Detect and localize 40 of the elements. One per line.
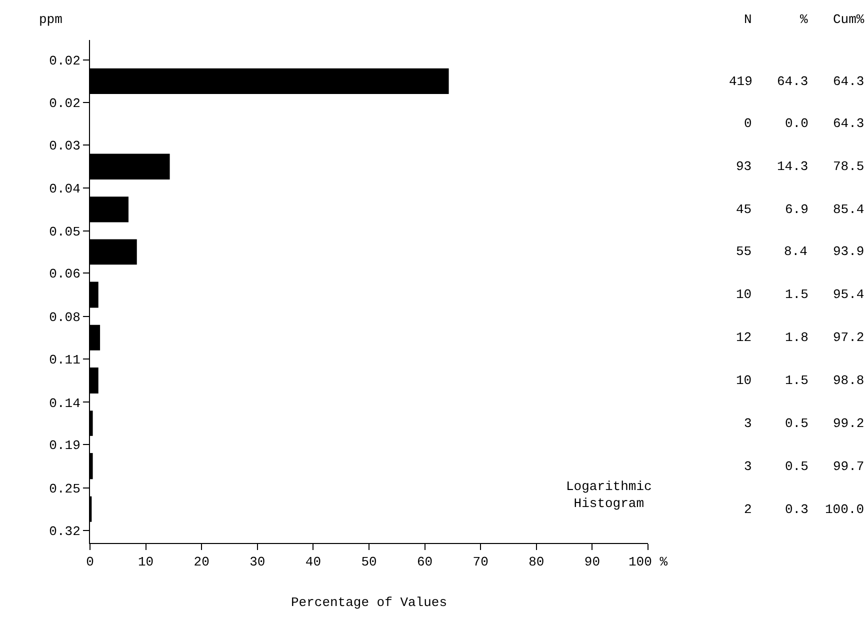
- y-tick-label: 0.19: [49, 438, 80, 453]
- y-tick-label: 0.08: [49, 310, 80, 325]
- text: 10 1.5 95.4: [736, 287, 864, 302]
- y-tick-label: 0.11: [49, 352, 81, 368]
- text: 3 0.5 99.2: [744, 416, 864, 431]
- y-tick-label: 0.02: [49, 96, 80, 112]
- y-tick-label: 0.04: [49, 182, 81, 197]
- text: N: [744, 12, 752, 27]
- y-tick-label: 0.05: [49, 224, 80, 240]
- text: 93 14.3 78.5: [736, 159, 864, 174]
- x-axis-title: Percentage of Values: [290, 595, 448, 610]
- y-tick-label: 0.02: [49, 53, 80, 68]
- text: 10 1.5 98.8: [736, 373, 864, 388]
- x-tick-label: 30: [250, 554, 266, 570]
- y-tick-label: 0.32: [49, 524, 80, 539]
- text: 3 0.5 99.7: [744, 459, 864, 474]
- text: 419 64.3 64.3: [729, 74, 864, 89]
- x-tick-label: 80: [528, 554, 544, 570]
- x-tick-label: 50: [361, 554, 377, 570]
- x-tick-label: 0: [86, 554, 94, 570]
- text: 12 1.8 97.2: [736, 330, 864, 345]
- y-tick-label: 0.06: [49, 266, 80, 282]
- x-tick-label: 100 %: [628, 554, 668, 570]
- x-tick-label: 70: [472, 554, 488, 570]
- y-tick-label: 0.25: [49, 481, 80, 496]
- x-tick-label: 10: [138, 554, 154, 570]
- text: 2 0.3 100.0: [744, 502, 864, 517]
- text: 55 8.4 93.9: [736, 244, 864, 259]
- text: 45 6.9 85.4: [736, 202, 864, 217]
- y-tick-label: 0.14: [49, 396, 81, 411]
- y-axis-title: ppm: [39, 12, 63, 27]
- x-tick-label: 60: [416, 554, 433, 570]
- annotation: Logarithmic Histogram: [566, 479, 652, 511]
- y-tick-label: 0.03: [49, 138, 80, 154]
- text: %: [800, 12, 808, 27]
- x-tick-label: 20: [194, 554, 210, 570]
- x-tick-label: 40: [305, 554, 322, 570]
- text: 0 0.0 64.3: [744, 116, 864, 131]
- text: Cum%: [833, 12, 864, 27]
- x-tick-label: 90: [584, 554, 600, 570]
